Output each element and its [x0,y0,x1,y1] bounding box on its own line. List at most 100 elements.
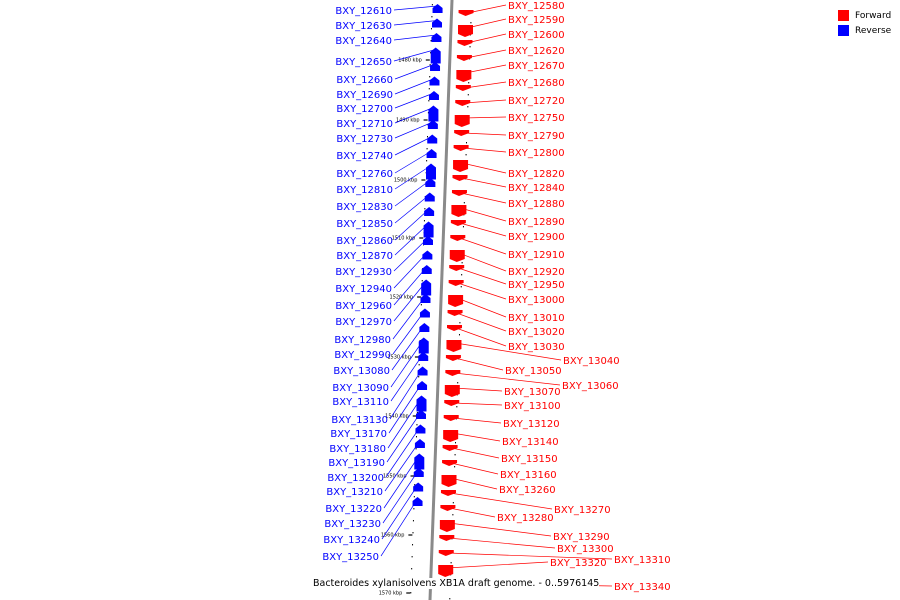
gene-connector [386,411,422,463]
gene-label-reverse: BXY_12660 [336,75,393,86]
gene-connector [394,223,429,256]
gene-reverse-arrow [418,337,429,354]
gene-label-forward: BXY_13000 [508,295,565,306]
track-dot [428,88,430,90]
track-dot [429,76,431,78]
gene-connector [387,397,422,449]
gene-forward-arrow [440,505,456,511]
gene-connector [464,81,507,89]
gene-label-reverse: BXY_12830 [336,202,393,213]
gene-forward-arrow [451,205,467,217]
legend-forward-label: Forward [855,10,892,21]
gene-connector [394,208,430,241]
track-dot [467,106,469,108]
gene-connector [457,282,507,300]
gene-forward-arrow [442,460,458,466]
gene-connector [390,339,425,388]
gene-label-forward: BXY_13120 [503,419,560,430]
gene-connector [394,121,434,139]
track-dot [412,520,414,522]
gene-connector [455,327,507,347]
gene-connector [452,432,501,442]
gene-label-forward: BXY_12900 [508,232,565,243]
gene-connector [393,266,428,306]
gene-label-reverse: BXY_12810 [336,185,393,196]
gene-label-forward: BXY_13260 [499,485,556,496]
gene-label-forward: BXY_12670 [508,61,565,72]
track-dot [416,436,418,438]
track-dot [470,22,472,24]
gene-connector [451,447,500,459]
gene-connector [394,136,433,156]
gene-reverse-arrow [420,294,431,303]
gene-forward-arrow [443,430,459,442]
gene-forward-arrow [456,70,472,82]
gene-label-reverse: BXY_12970 [335,317,392,328]
gene-connector [465,64,507,74]
gene-label-forward: BXY_13340 [614,582,671,593]
gene-label-reverse: BXY_12710 [336,119,393,130]
gene-label-reverse: BXY_12700 [336,104,393,115]
gene-connector [391,324,425,371]
legend: Forward Reverse [838,8,891,38]
track-dot [458,334,460,336]
track-dot [428,100,430,102]
gene-forward-arrow [450,220,466,226]
gene-label-forward: BXY_13040 [563,356,620,367]
track-dot [427,112,429,114]
gene-label-forward: BXY_12620 [508,46,565,57]
gene-connector [463,116,507,119]
gene-connector [459,222,507,237]
gene-forward-arrow [454,115,470,127]
track-dot [463,202,465,204]
gene-label-reverse: BXY_12960 [335,301,392,312]
track-dot [418,376,420,378]
gene-reverse-arrow [424,207,435,216]
gene-label-forward: BXY_12880 [508,199,565,210]
gene-label-reverse: BXY_12730 [336,134,393,145]
gene-forward-arrow [448,280,464,286]
track-dot [418,364,420,366]
forward-swatch [838,10,849,21]
gene-connector [380,498,418,557]
gene-label-forward: BXY_13140 [502,437,559,448]
gene-forward-arrow [454,130,470,136]
gene-connector [393,252,428,289]
gene-forward-arrow [441,475,457,487]
track-dot [461,274,463,276]
gene-forward-arrow [453,145,469,151]
track-dot [465,154,467,156]
gene-reverse-arrow [424,192,435,202]
gene-reverse-arrow [413,482,424,492]
tick-label: 1570 kbp [379,591,403,597]
gene-forward-arrow [451,190,467,196]
tick-label: 1530 kbp [387,355,411,361]
gene-label-forward: BXY_12720 [508,96,565,107]
gene-label-reverse: BXY_13090 [332,383,389,394]
track-dot [412,544,414,546]
gene-connector [452,417,502,424]
track-dot [459,322,461,324]
gene-forward-arrow [457,40,473,46]
gene-reverse-arrow [428,91,439,100]
gene-reverse-arrow [419,308,430,318]
gene-label-reverse: BXY_13220 [325,504,382,515]
gene-label-reverse: BXY_12940 [335,284,392,295]
gene-label-reverse: BXY_12690 [336,90,393,101]
gene-forward-arrow [444,400,460,406]
gene-label-forward: BXY_13060 [562,381,619,392]
track-dot [423,220,425,222]
gene-reverse-arrow [415,410,426,419]
gene-connector [466,18,507,29]
track-dot [412,532,414,534]
gene-label-forward: BXY_13050 [505,366,562,377]
gene-reverse-arrow [414,453,425,470]
gene-reverse-arrow [425,178,436,187]
gene-forward-arrow [445,355,461,361]
gene-label-reverse: BXY_12860 [336,236,393,247]
gene-connector [449,492,553,510]
gene-connector [381,484,419,540]
track-dot [467,94,469,96]
gene-connector [465,49,507,59]
